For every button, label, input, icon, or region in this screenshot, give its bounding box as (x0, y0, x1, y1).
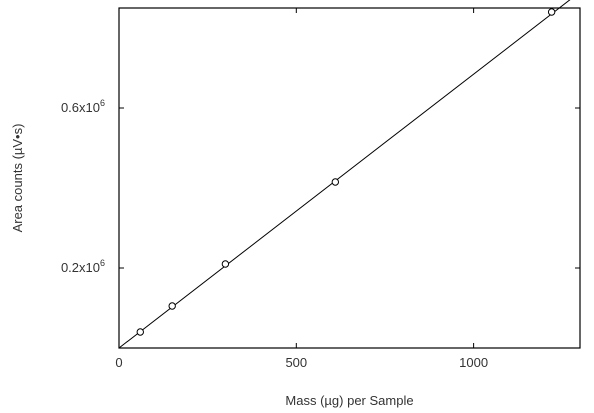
fit-line-group (118, 0, 571, 349)
tick-labels: 0 500 1000 0.2x106 0.6x106 (61, 98, 488, 370)
x-axis-title: Mass (µg) per Sample (285, 393, 413, 408)
tick-marks (119, 8, 580, 348)
y-axis-title: Area counts (µV•s) (10, 124, 25, 233)
data-points (136, 8, 556, 336)
x-tick-label: 500 (285, 355, 307, 370)
x-tick-label: 1000 (459, 355, 488, 370)
data-point (331, 178, 340, 186)
fit-line (118, 0, 571, 349)
data-point (168, 302, 176, 310)
plot-frame (118, 7, 581, 349)
y-tick-label: 0.2x106 (61, 258, 105, 275)
data-point (221, 260, 230, 268)
data-point (136, 328, 144, 336)
data-point (547, 8, 556, 16)
x-tick-label: 0 (115, 355, 122, 370)
y-tick-label: 0.6x106 (61, 98, 105, 115)
